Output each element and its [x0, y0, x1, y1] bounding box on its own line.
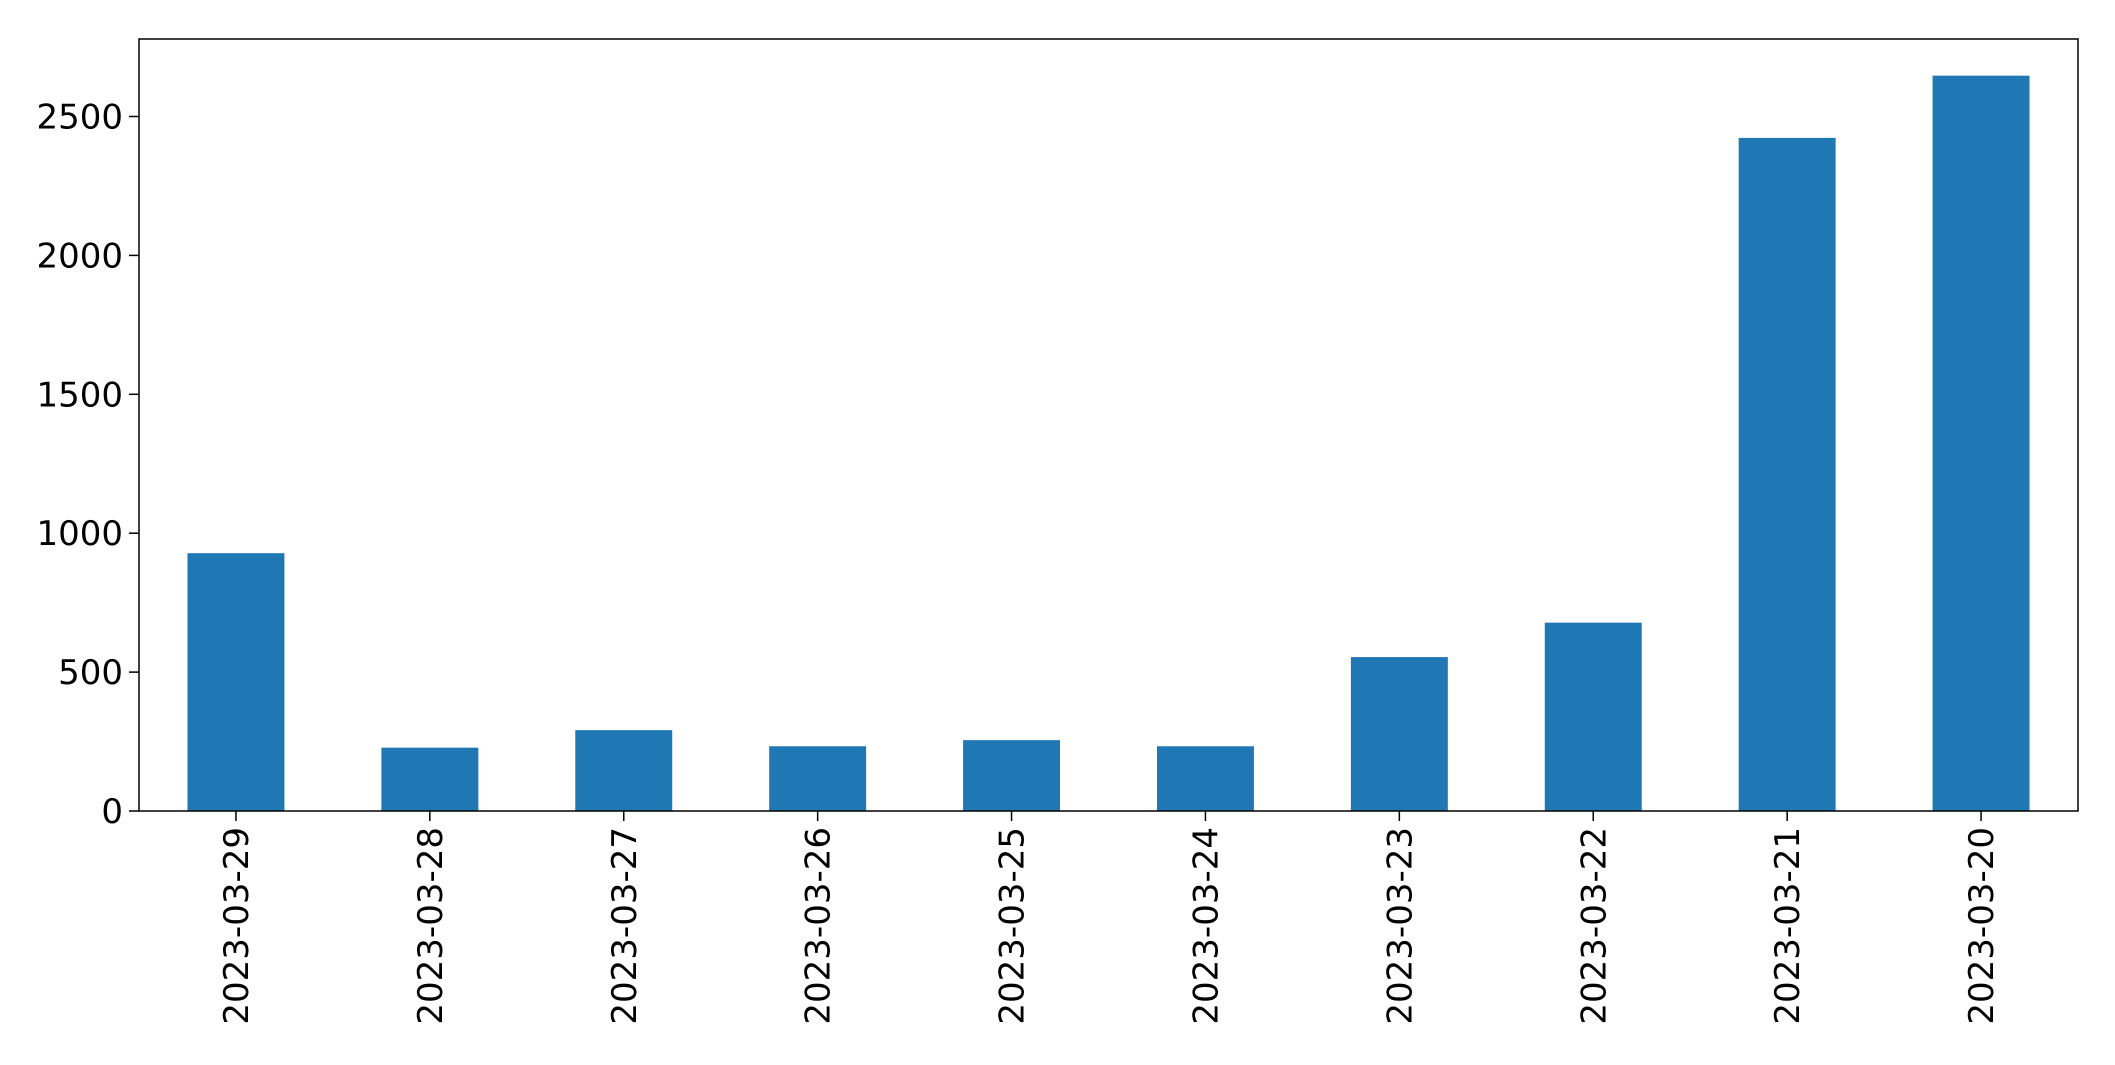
y-tick-label: 0 — [101, 792, 123, 832]
x-tick-label: 2023-03-20 — [1962, 827, 2002, 1025]
y-tick-label: 500 — [58, 653, 123, 693]
y-axis: 0 500 1000 1500 2000 2500 — [36, 98, 139, 832]
bar-2023-03-20 — [1932, 75, 2030, 812]
bar-2023-03-25 — [963, 740, 1061, 811]
y-tick-label: 1500 — [36, 375, 123, 415]
x-axis: 2023-03-29 2023-03-28 2023-03-27 2023-03-26… — [217, 811, 2002, 1025]
x-tick-label: 2023-03-25 — [993, 827, 1033, 1025]
y-tick-label: 2000 — [36, 236, 123, 276]
x-tick-label: 2023-03-26 — [799, 827, 839, 1025]
x-tick-label: 2023-03-28 — [411, 827, 451, 1025]
y-tick-label: 2500 — [36, 98, 123, 138]
x-tick-label: 2023-03-24 — [1186, 827, 1226, 1025]
bar-2023-03-26 — [769, 746, 867, 811]
bar-2023-03-23 — [1350, 657, 1448, 811]
bar-2023-03-21 — [1738, 137, 1836, 811]
x-tick-label: 2023-03-29 — [217, 827, 257, 1025]
x-tick-label: 2023-03-21 — [1768, 827, 1808, 1025]
bar-2023-03-29 — [187, 553, 285, 811]
bars-layer — [187, 75, 2030, 812]
bar-2023-03-27 — [575, 730, 673, 811]
bar-2023-03-28 — [381, 747, 479, 811]
plot-frame — [138, 38, 2079, 812]
x-tick-label: 2023-03-27 — [605, 827, 645, 1025]
x-tick-label: 2023-03-23 — [1380, 827, 1420, 1025]
x-tick-label: 2023-03-22 — [1574, 827, 1614, 1025]
y-tick-label: 1000 — [36, 514, 123, 554]
bar-2023-03-22 — [1544, 622, 1642, 811]
bar-2023-03-24 — [1156, 746, 1254, 811]
